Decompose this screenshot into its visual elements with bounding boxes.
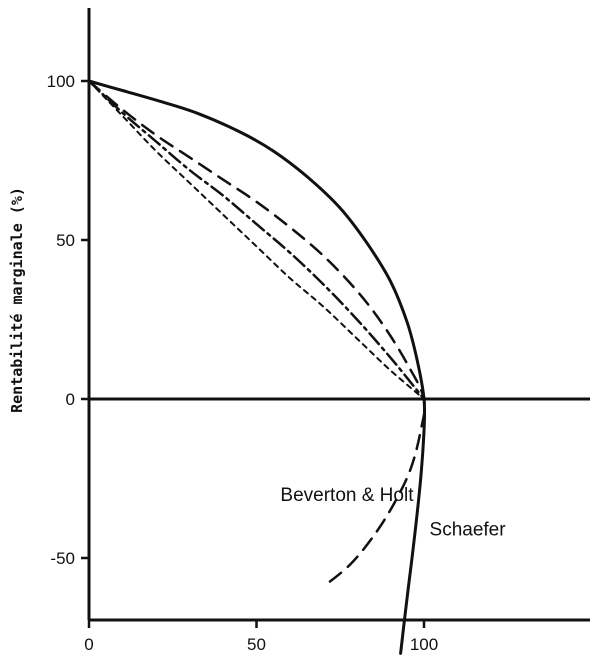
x-tick-label: 100 [410,635,438,654]
series-layer [87,79,427,655]
annotations: Beverton & Holt Schaefer [280,485,506,541]
plot-area: 100 50 0 -50 0 50 100 [47,8,590,655]
annotation-label: Schaefer [430,520,507,541]
ticks: 100 50 0 -50 0 50 100 [47,72,439,654]
y-tick-label: 100 [47,72,75,91]
y-tick-label: 0 [66,390,75,409]
x-tick-label: 0 [84,635,93,654]
y-axis-title: Rentabilité marginale (%) [8,187,26,413]
series-line-curve-3 [87,79,426,401]
y-tick-label: -50 [50,549,75,568]
y-tick-label: 50 [56,231,75,250]
series-line-curve-4 [88,80,425,400]
x-tick-label: 50 [247,635,266,654]
series-line-schaefer [87,79,427,655]
series-line-beverton-holt [87,79,426,588]
annotation-label: Beverton & Holt [280,485,414,506]
